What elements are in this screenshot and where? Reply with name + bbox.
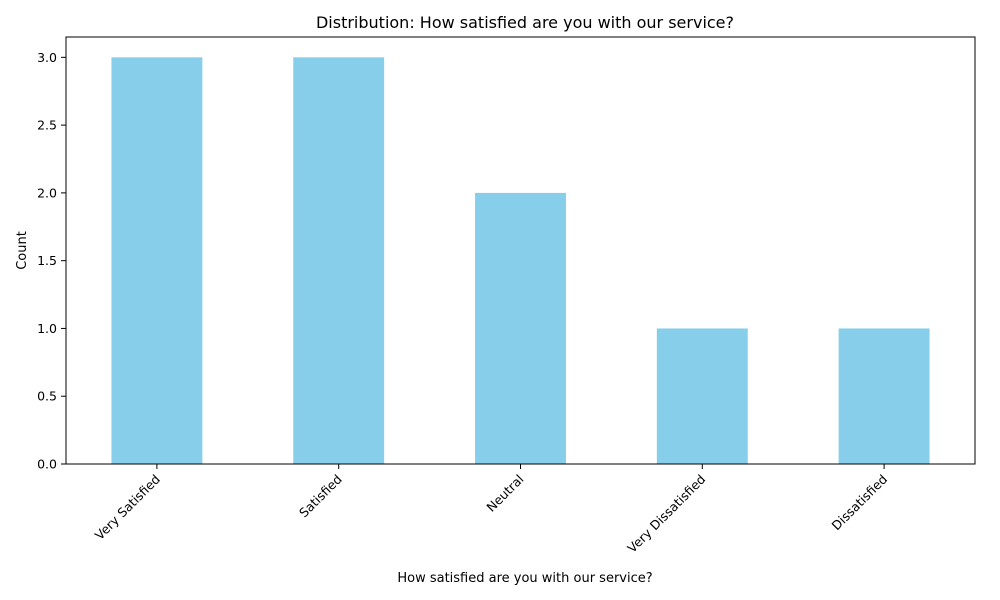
bar-very-satisfied [111, 57, 203, 464]
y-tick-label: 2.0 [37, 185, 57, 200]
y-tick-label: 0.5 [37, 389, 57, 404]
y-tick-label: 2.5 [37, 118, 57, 133]
plot-area-frame [65, 36, 976, 465]
y-tick-label: 1.5 [37, 253, 57, 268]
bar-very-dissatisfied [656, 328, 748, 464]
y-tick-label: 0.0 [37, 457, 57, 472]
bars-group [111, 57, 930, 464]
y-tick-label: 3.0 [37, 50, 57, 65]
chart-title: Distribution: How satisfied are you with… [316, 13, 734, 32]
x-axis-label: How satisfied are you with our service? [397, 571, 652, 586]
y-axis-ticks: 0.0 0.5 1.0 1.5 2.0 2.5 3.0 [37, 50, 66, 472]
y-axis-label: Count [15, 231, 30, 270]
bar-dissatisfied [838, 328, 930, 464]
bar-satisfied [293, 57, 385, 464]
y-tick-label: 1.0 [37, 321, 57, 336]
bar-neutral [475, 192, 566, 464]
